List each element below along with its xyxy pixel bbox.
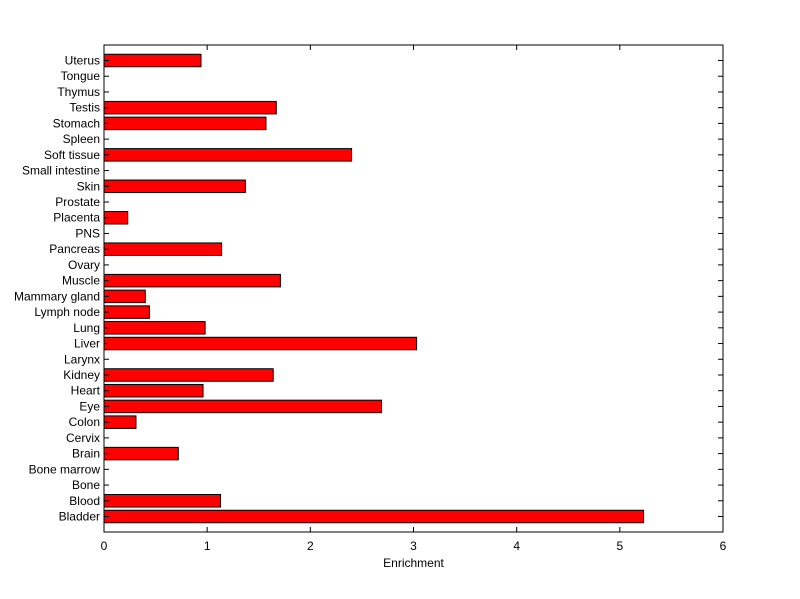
y-tick-label-stomach: Stomach (53, 116, 100, 130)
y-tick-label-eye: Eye (79, 399, 100, 413)
y-tick-label-lymph-node: Lymph node (34, 305, 100, 319)
x-tick-label: 3 (410, 539, 417, 553)
y-tick-label-uterus: Uterus (65, 54, 100, 68)
bar-lung (103, 321, 206, 335)
y-tick-label-kidney: Kidney (63, 368, 100, 382)
y-tick-label-muscle: Muscle (62, 274, 100, 288)
y-tick-label-small-intestine: Small intestine (22, 164, 100, 178)
y-tick-label-prostate: Prostate (55, 195, 100, 209)
bar-liver (103, 336, 418, 351)
x-tick-label: 5 (616, 539, 623, 553)
y-tick-label-heart: Heart (71, 384, 101, 398)
bar-heart (103, 383, 204, 398)
y-tick-label-blood: Blood (69, 494, 100, 508)
y-tick-label-colon: Colon (69, 415, 100, 429)
x-tick-label: 1 (204, 539, 211, 553)
y-tick-label-skin: Skin (77, 179, 100, 193)
x-tick-label: 4 (513, 539, 520, 553)
plot-frame (103, 44, 724, 533)
y-tick-label-larynx: Larynx (64, 352, 100, 366)
bar-lymph-node (103, 305, 150, 319)
bar-eye (103, 399, 383, 414)
bar-pancreas (103, 242, 223, 256)
bar-brain (103, 446, 179, 461)
y-tick-label-ovary: Ovary (68, 258, 100, 272)
x-tick-label: 6 (720, 539, 727, 553)
bar-muscle (103, 273, 281, 288)
bar-bladder (103, 509, 645, 524)
bar-skin (103, 179, 246, 194)
y-tick-label-bone: Bone (72, 478, 100, 492)
y-tick-label-placenta: Placenta (53, 211, 100, 225)
y-tick-label-lung: Lung (73, 321, 100, 335)
bar-stomach (103, 116, 267, 131)
y-tick-label-spleen: Spleen (63, 132, 100, 146)
bar-soft-tissue (103, 148, 353, 162)
y-tick-label-pancreas: Pancreas (49, 242, 100, 256)
bar-mammary-gland (103, 289, 146, 304)
y-tick-label-testis: Testis (69, 101, 100, 115)
bar-kidney (103, 368, 274, 382)
y-tick-label-liver: Liver (74, 337, 100, 351)
bar-blood (103, 494, 222, 508)
x-axis-label: Enrichment (383, 556, 444, 570)
y-tick-label-brain: Brain (72, 447, 100, 461)
y-tick-label-bladder: Bladder (59, 510, 100, 524)
bar-testis (103, 100, 277, 115)
y-tick-label-soft-tissue: Soft tissue (44, 148, 100, 162)
y-tick-label-bone-marrow: Bone marrow (29, 462, 101, 476)
x-tick-label: 2 (307, 539, 314, 553)
y-tick-label-tongue: Tongue (61, 69, 101, 83)
y-tick-label-thymus: Thymus (57, 85, 100, 99)
bar-uterus (103, 53, 202, 68)
y-tick-label-mammary-gland: Mammary gland (14, 289, 100, 303)
x-tick-label: 0 (101, 539, 108, 553)
y-tick-label-pns: PNS (75, 226, 100, 240)
y-tick-label-cervix: Cervix (66, 431, 100, 445)
